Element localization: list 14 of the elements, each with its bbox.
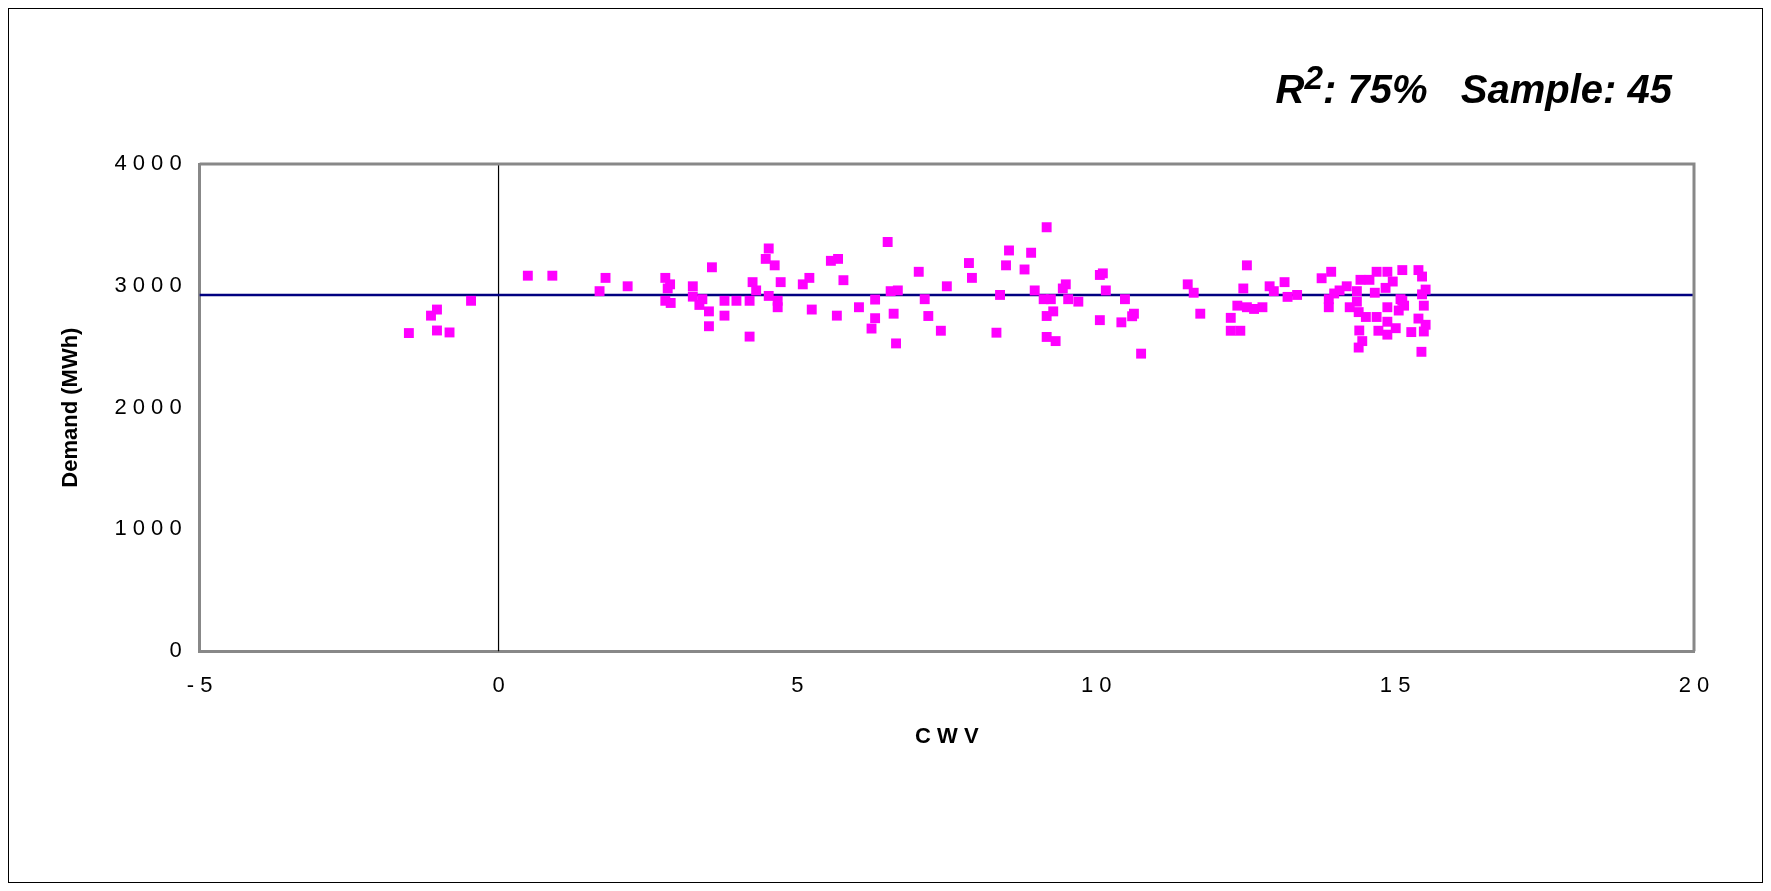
- y-tick-label: 1 0 0 0: [114, 515, 182, 541]
- y-tick-label: 2 0 0 0: [114, 393, 182, 419]
- y-tick-label: 3 0 0 0: [114, 271, 182, 297]
- y-axis-title: Demand (MWh): [57, 327, 83, 488]
- y-tick-label: 4 0 0 0: [114, 150, 182, 176]
- x-tick-label: 1 0: [1080, 672, 1112, 698]
- chart-title: R$^{2}$: 75% Sample: 45: [1275, 59, 1672, 113]
- x-tick-label: 1 5: [1379, 672, 1411, 698]
- x-axis-title: C W V: [915, 722, 979, 748]
- x-tick-label: 2 0: [1678, 672, 1710, 698]
- x-tick-label: 0: [492, 672, 505, 698]
- x-tick-label: 5: [791, 672, 804, 698]
- y-tick-label: 0: [169, 637, 182, 663]
- x-tick-label: - 5: [186, 672, 213, 698]
